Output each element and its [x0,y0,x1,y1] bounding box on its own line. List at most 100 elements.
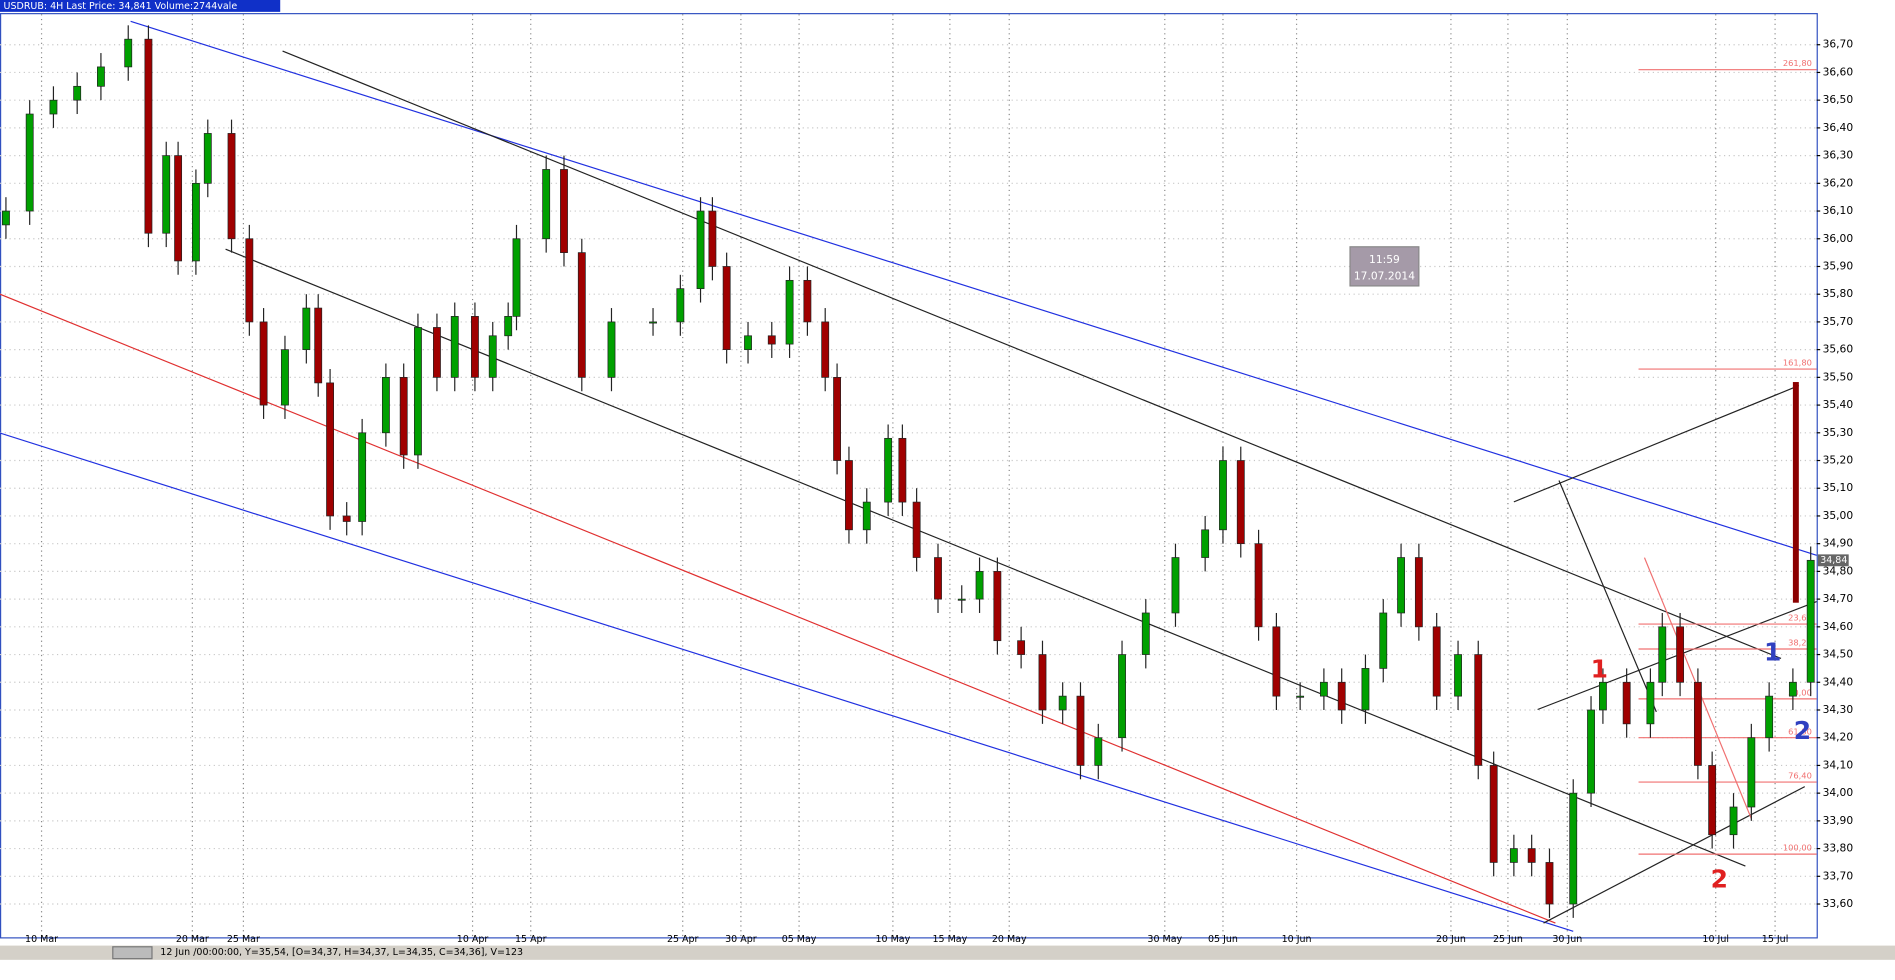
y-tick-label: 35,80 [1823,287,1854,300]
x-tick-label: 05 May [782,934,817,945]
candle-body [1118,654,1126,739]
candle-body [1201,529,1210,558]
fib-levels: 261,80 161,80 23,60 38,20 50,00 61,80 76,40 100… [1638,58,1817,855]
candle-body [450,316,459,378]
fib-label: 261,80 [1783,58,1812,68]
y-tick-label: 34,50 [1823,648,1854,661]
candle-body [607,321,616,378]
status-text: 12 Jun /00:00:00, Y=35,54, [O=34,37, H=3… [160,947,523,958]
candle-body [1658,626,1667,683]
y-tick-label: 33,60 [1823,897,1854,910]
candle-body [433,327,441,378]
candle-body [1708,765,1717,836]
candle-body [1587,709,1595,794]
y-tick-label: 34,60 [1823,620,1854,633]
candle-body [1141,612,1150,655]
y-tick-label: 34,90 [1823,537,1854,550]
candle-body [993,571,1002,642]
wave-label: 2 [1711,864,1728,893]
grid [0,14,1817,938]
y-tick-label: 33,80 [1823,842,1854,855]
candle-body [957,598,966,601]
candle-body [560,169,568,253]
candle-body [1747,737,1756,808]
fib-label: 76,40 [1788,771,1812,781]
candle-body [488,335,497,378]
candle-body [1017,640,1026,655]
y-tick-label: 36,60 [1823,65,1854,78]
candle-body [676,288,685,323]
fib-label: 38,20 [1788,638,1812,648]
candle-body [1219,460,1227,531]
x-tick-label: 10 Mar [25,934,58,945]
candle-body [1569,792,1578,905]
candle-body [1272,626,1281,697]
y-tick-label: 34,40 [1823,675,1854,688]
candle-body [191,182,200,262]
candle-body [381,377,390,434]
candle-body [1058,695,1067,711]
candle-body [124,38,133,68]
candle-body [1379,612,1388,669]
candle-body [975,571,984,600]
candle-body [1806,559,1815,683]
candle-body [803,279,812,323]
wave-label: 1 [1591,654,1608,683]
move-marker [1792,382,1799,603]
candle-body [504,316,513,337]
candle-body [1254,543,1263,628]
y-tick-label: 33,70 [1823,869,1854,882]
x-tick-label: 15 Jul [1762,934,1789,945]
y-tick-label: 34,10 [1823,758,1854,771]
candle-body [326,382,334,517]
candle-body [512,238,521,317]
x-tick-label: 20 Mar [176,934,209,945]
candle-body [1038,654,1047,711]
y-tick-label: 36,70 [1823,38,1854,51]
candle-body [708,210,717,267]
candle-body [259,321,268,406]
candle-body [912,501,921,558]
trend-line [1543,786,1806,924]
candle-body [471,316,479,378]
y-tick-label: 36,00 [1823,232,1854,245]
y-tick-label: 35,50 [1823,370,1854,383]
tooltip [1349,246,1420,287]
scrollbar[interactable] [112,946,153,960]
candle-body [1646,681,1655,725]
candle-body [722,266,731,350]
x-tick-label: 30 Jun [1552,934,1582,945]
candle-body [1414,557,1423,628]
y-tick-label: 35,60 [1823,343,1854,356]
wave-label: 1 [1764,638,1781,667]
y-tick-label: 34,30 [1823,703,1854,716]
candle-body [281,349,289,406]
candle-body [1765,695,1774,739]
candle-body [314,307,323,384]
channel-line [0,293,1556,924]
candle-body [73,85,82,101]
candle-body [821,321,830,378]
candle-body [49,99,58,115]
candle-body [1171,557,1180,614]
candle-body [1474,654,1483,766]
trend-line [282,50,1782,660]
y-tick-label: 34,20 [1823,731,1854,744]
trend-line [225,248,1746,867]
candle-body [696,210,705,290]
fib-label: 23,60 [1788,613,1812,623]
candle-body [414,327,422,456]
candle-body [767,335,776,345]
candle-body [1397,557,1405,614]
candle-body [1676,626,1685,683]
y-tick-label: 36,30 [1823,149,1854,162]
y-tick-label: 34,80 [1823,564,1854,577]
status-bar [0,945,1895,960]
fib-label: 61,80 [1788,726,1812,736]
candle-body [144,38,153,234]
candle-body [342,515,351,522]
x-tick-label: 20 Jun [1436,934,1466,945]
last-price-label: 34,84 [1820,555,1847,566]
candle-body [1296,695,1305,698]
